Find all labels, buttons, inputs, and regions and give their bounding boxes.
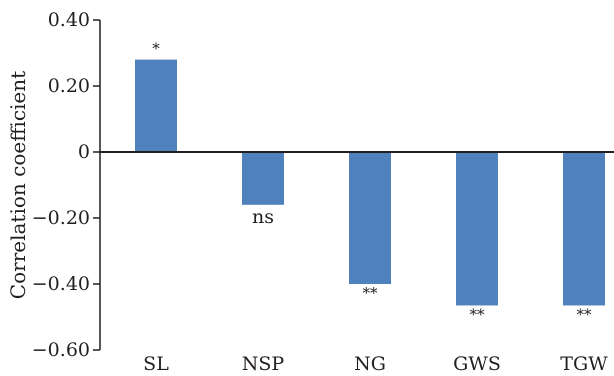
y-tick-label: 0 <box>78 141 90 163</box>
y-tick-label: −0.40 <box>32 273 90 295</box>
bar-tgw <box>563 152 605 306</box>
significance-label: ** <box>363 284 379 302</box>
y-tick-label: −0.20 <box>32 207 90 229</box>
bar-sl <box>135 59 177 152</box>
significance-label: * <box>152 40 160 58</box>
bar-gws <box>456 152 498 306</box>
category-label: NSP <box>242 353 285 375</box>
y-tick-label: −0.60 <box>32 339 90 361</box>
y-tick-label: 0.40 <box>48 9 90 31</box>
y-axis-title: Correlation coefficient <box>6 71 30 299</box>
category-label: NG <box>354 353 386 375</box>
category-label: SL <box>143 353 169 375</box>
significance-label: ** <box>470 305 486 323</box>
category-label: GWS <box>453 353 501 375</box>
bar-ng <box>349 152 391 284</box>
y-axis-ticks: 0.40 0.20 0 −0.20 −0.40 −0.60 <box>32 9 100 361</box>
category-label: TGW <box>560 353 608 375</box>
significance-label: ns <box>252 206 274 228</box>
x-axis-category-labels: SL NSP NG GWS TGW <box>143 353 608 375</box>
bar-nsp <box>242 152 284 205</box>
significance-labels: * ns ** ** ** <box>152 40 592 324</box>
bars-group <box>135 59 605 306</box>
significance-label: ** <box>577 305 593 323</box>
y-tick-label: 0.20 <box>48 75 90 97</box>
